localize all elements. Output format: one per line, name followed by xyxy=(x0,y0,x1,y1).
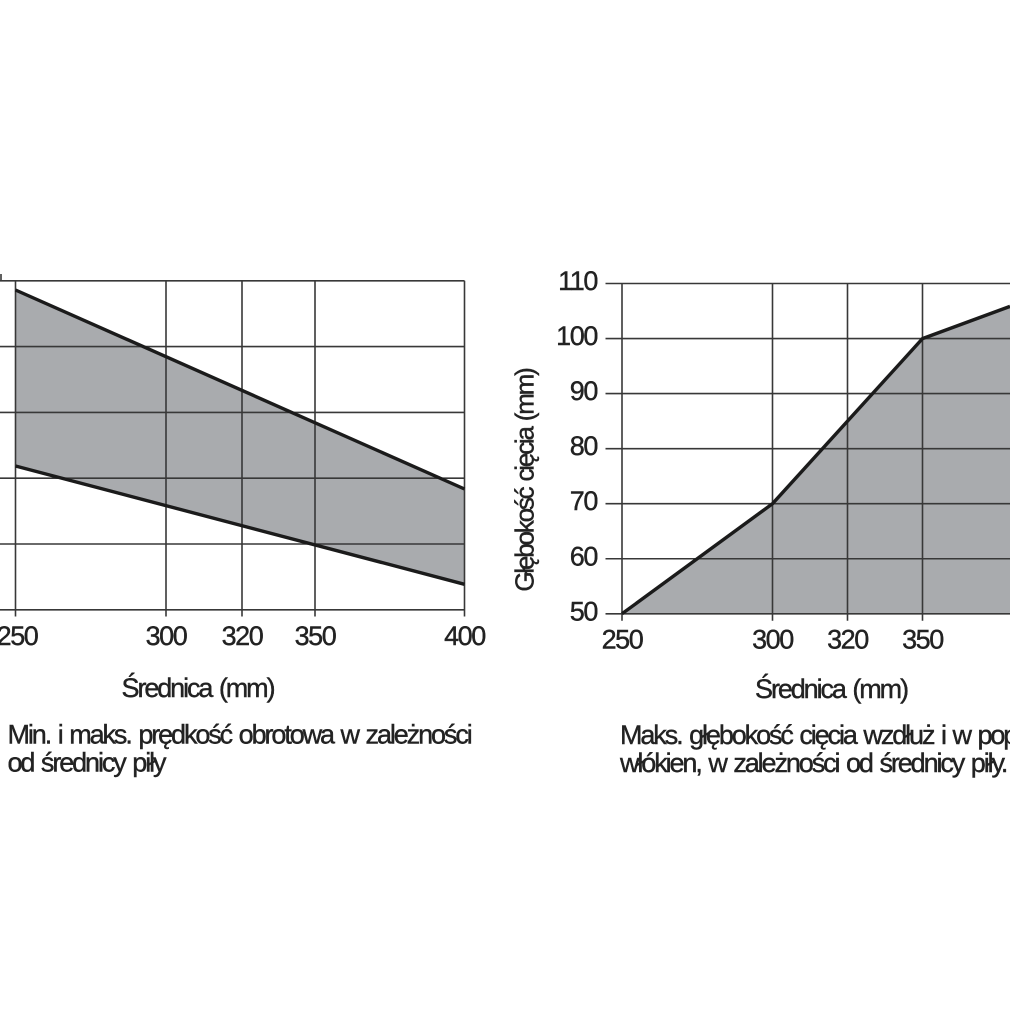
svg-text:400: 400 xyxy=(444,621,485,651)
svg-text:Maks. głębokość cięcia wzdłuż: Maks. głębokość cięcia wzdłuż i w poprze… xyxy=(620,720,1010,750)
svg-text:włókien, w zależności od średn: włókien, w zależności od średnicy piły. xyxy=(619,748,1007,778)
svg-text:100: 100 xyxy=(556,321,597,351)
svg-text:80: 80 xyxy=(570,431,598,461)
svg-text:350: 350 xyxy=(902,625,943,655)
svg-text:od średnicy piły: od średnicy piły xyxy=(8,748,167,778)
svg-text:Min. i maks. prędkość obrotowa: Min. i maks. prędkość obrotowa w zależno… xyxy=(8,720,472,750)
svg-text:320: 320 xyxy=(222,621,263,651)
svg-text:250: 250 xyxy=(602,625,643,655)
svg-text:300: 300 xyxy=(752,625,793,655)
svg-text:Średnica (mm): Średnica (mm) xyxy=(122,671,275,703)
svg-text:110: 110 xyxy=(558,266,597,296)
svg-text:250: 250 xyxy=(0,621,38,651)
svg-text:350: 350 xyxy=(295,621,336,651)
svg-text:300: 300 xyxy=(146,621,187,651)
svg-text:Głębokość cięcia (mm): Głębokość cięcia (mm) xyxy=(510,368,540,592)
svg-text:50: 50 xyxy=(570,596,598,626)
svg-text:Średnica (mm): Średnica (mm) xyxy=(755,672,908,704)
svg-text:60: 60 xyxy=(570,541,598,571)
svg-text:320: 320 xyxy=(827,625,868,655)
svg-text:90: 90 xyxy=(570,376,598,406)
svg-text:70: 70 xyxy=(570,486,598,516)
